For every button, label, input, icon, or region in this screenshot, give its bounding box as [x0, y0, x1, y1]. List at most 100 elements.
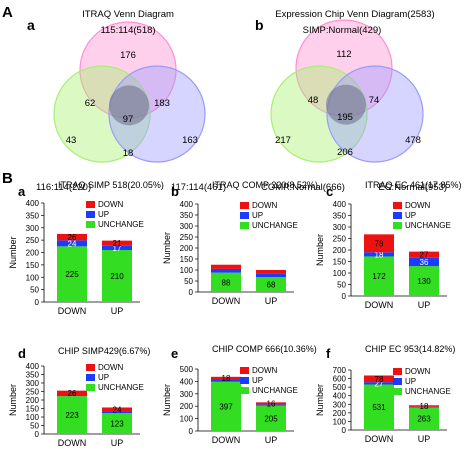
venn-count-top_right: 74: [369, 95, 380, 106]
legend-swatch-unchange: [86, 384, 95, 391]
bar-value-label: 130: [417, 277, 431, 286]
y-tick-label: 400: [180, 200, 194, 209]
panel-label-B: B: [2, 170, 13, 187]
legend-label: UP: [405, 211, 416, 220]
x-tick-label: DOWN: [212, 435, 241, 445]
x-tick-label: UP: [418, 434, 431, 444]
legend-label: UP: [98, 373, 109, 382]
panel-label: a: [18, 184, 26, 199]
bar-value-label: 225: [65, 270, 79, 279]
bar-up: [102, 411, 132, 414]
y-tick-label: 350: [26, 211, 40, 220]
y-tick-label: 350: [26, 371, 40, 380]
legend-swatch-up: [240, 212, 249, 219]
venn-set-label: 115:114(518): [100, 25, 155, 36]
y-tick-label: 350: [333, 212, 347, 221]
venn-title: ITRAQ Venn Diagram: [82, 9, 174, 20]
y-axis-label: Number: [315, 384, 325, 416]
bar-down: [211, 264, 241, 269]
y-tick-label: 500: [333, 383, 347, 392]
bar-chart-e: e CHIP COMP 666(10.36%) 0 100 200 300 400 500 Nu…: [162, 344, 317, 445]
x-tick-label: DOWN: [365, 434, 394, 444]
y-tick-label: 250: [333, 235, 347, 244]
legend-label: UNCHANGE: [405, 221, 451, 230]
bar-value-label: 27: [420, 251, 429, 260]
legend-label: DOWN: [98, 363, 124, 372]
y-tick-label: 0: [35, 298, 40, 307]
venn-center-region: [109, 85, 149, 126]
bar-unchange: [364, 384, 394, 430]
legend-swatch-down: [240, 367, 249, 374]
y-tick-label: 50: [30, 422, 39, 431]
venn-center-region: [326, 84, 366, 125]
panel-label: d: [18, 346, 26, 361]
bar-chart-a: a ITRAQ SIMP 518(20.05%) 0 50 100 150 200 250 30…: [8, 180, 164, 316]
legend-label: DOWN: [405, 367, 431, 376]
y-tick-label: 100: [26, 273, 40, 282]
bar-down: [409, 405, 439, 407]
y-axis-label: Number: [8, 236, 18, 268]
legend-swatch-down: [86, 364, 95, 371]
x-tick-label: DOWN: [212, 296, 241, 306]
bar-value-label: 397: [219, 402, 233, 411]
legend-swatch-unchange: [240, 222, 249, 229]
y-tick-label: 100: [180, 415, 194, 424]
bar-unchange: [57, 246, 87, 302]
bar-value-label: 18: [222, 374, 231, 383]
y-tick-label: 150: [26, 405, 40, 414]
venn-count-all: 97: [123, 114, 134, 125]
bar-down: [256, 270, 286, 274]
chart-title: CHIP SIMP429(6.67%): [58, 346, 150, 356]
legend-swatch-unchange: [240, 387, 249, 394]
legend-swatch-up: [86, 374, 95, 381]
venn-count-left_right: 18: [123, 148, 134, 159]
bar-up: [364, 252, 394, 257]
y-tick-label: 400: [180, 377, 194, 386]
venn-set-label: EC:Normal(953): [378, 182, 447, 193]
bar-down: [364, 375, 394, 383]
chart-title: CHIP EC 953(14.82%): [365, 344, 455, 354]
venn-set-label: 117:114(461): [171, 182, 226, 193]
bar-value-label: 36: [420, 258, 429, 267]
legend-label: DOWN: [252, 201, 278, 210]
bar-value-label: 223: [65, 411, 79, 420]
bar-value-label: 531: [372, 403, 386, 412]
bar-value-label: 78: [375, 375, 384, 384]
bar-value-label: 26: [68, 233, 77, 242]
venn-count-left_only: 217: [275, 135, 291, 146]
chart-title: ITRAQ COMP 220(8.52%): [212, 180, 318, 190]
y-tick-label: 200: [333, 409, 347, 418]
y-tick-label: 250: [180, 233, 194, 242]
bar-unchange: [364, 256, 394, 296]
bar-up: [102, 245, 132, 251]
bar-up: [409, 257, 439, 267]
bar-up: [211, 379, 241, 382]
bar-value-label: 27: [375, 379, 384, 388]
y-tick-label: 700: [333, 366, 347, 375]
venn-title: Expression Chip Venn Diagram(2583): [275, 9, 434, 20]
venn-count-left_right: 206: [337, 147, 353, 158]
venn-chip: Expression Chip Venn Diagram(2583) SIMP:N…: [261, 9, 447, 193]
bar-unchange: [102, 413, 132, 434]
y-tick-label: 0: [342, 426, 347, 435]
y-axis-label: Number: [8, 384, 18, 416]
legend-swatch-up: [86, 211, 95, 218]
bar-value-label: 205: [264, 414, 278, 423]
venn-set-label: COMP:Normal(666): [261, 182, 345, 193]
bar-down: [57, 390, 87, 396]
y-tick-label: 0: [189, 288, 194, 297]
bar-up: [57, 240, 87, 247]
y-tick-label: 50: [30, 286, 39, 295]
legend-swatch-unchange: [86, 221, 95, 228]
bar-up: [256, 273, 286, 278]
bar-chart-f: f CHIP EC 953(14.82%)01002003004005006007…: [315, 344, 455, 444]
legend-swatch-unchange: [393, 388, 402, 395]
chart-title: ITRAQ SIMP 518(20.05%): [58, 180, 164, 190]
y-axis-label: Number: [162, 232, 172, 264]
bar-down: [256, 402, 286, 405]
bar-value-label: 18: [375, 250, 384, 259]
legend-swatch-down: [393, 368, 402, 375]
legend-label: UNCHANGE: [98, 383, 144, 392]
y-tick-label: 50: [337, 281, 346, 290]
legend-swatch-unchange: [393, 222, 402, 229]
